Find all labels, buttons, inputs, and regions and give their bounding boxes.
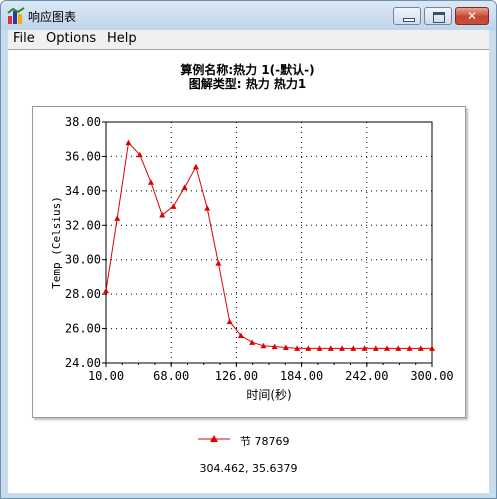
data-point [103, 287, 109, 294]
y-tick-label: 32.00 [65, 218, 101, 232]
data-point [350, 345, 357, 351]
data-point [215, 260, 222, 266]
data-point [316, 345, 323, 351]
data-point [384, 345, 391, 351]
chart-subtitle: 图解类型: 热力 热力1 [188, 77, 307, 91]
close-icon: ✕ [466, 9, 478, 23]
x-tick-label: 126.00 [215, 369, 258, 383]
data-point [406, 345, 413, 351]
close-button[interactable]: ✕ [455, 7, 489, 25]
chart-title: 算例名称:热力 1(-默认-) [180, 63, 315, 77]
maximize-icon [433, 12, 445, 23]
data-point [237, 332, 244, 338]
data-point [204, 205, 211, 211]
minimize-button[interactable] [393, 7, 421, 25]
data-point [114, 215, 121, 221]
x-tick-label: 242.00 [345, 369, 388, 383]
data-point [170, 203, 177, 209]
data-point [305, 345, 312, 351]
x-tick-label: 300.00 [410, 369, 453, 383]
y-tick-label: 34.00 [65, 184, 101, 198]
x-axis-label: 时间(秒) [246, 388, 291, 402]
y-tick-label: 30.00 [65, 253, 101, 267]
title-bar[interactable]: 响应图表 ✕ [1, 1, 496, 30]
x-tick-label: 68.00 [153, 369, 189, 383]
y-tick-label: 26.00 [65, 322, 101, 336]
data-point [260, 342, 267, 349]
data-point [282, 344, 289, 351]
plot-axes-box [105, 121, 433, 364]
maximize-button[interactable] [424, 7, 452, 25]
data-point [372, 345, 379, 351]
legend-marker [198, 435, 230, 442]
cursor-coordinates: 304.462, 35.6379 [199, 462, 298, 475]
menu-bar: File Options Help [8, 30, 489, 49]
data-point [339, 345, 346, 351]
legend-label: 节 78769 [240, 435, 290, 448]
menu-options[interactable]: Options [46, 31, 97, 46]
data-point [226, 318, 233, 325]
data-point [395, 345, 402, 351]
y-tick-label: 28.00 [65, 287, 101, 301]
data-point [147, 179, 154, 185]
data-point [271, 343, 278, 350]
plot-frame [32, 106, 466, 418]
menu-help[interactable]: Help [107, 31, 137, 46]
y-tick-label: 24.00 [65, 356, 101, 370]
data-point [294, 345, 301, 351]
menu-file[interactable]: File [13, 31, 35, 46]
y-axis-label: Temp (Celsius) [50, 196, 63, 289]
data-point [125, 139, 132, 146]
data-point [159, 211, 166, 218]
data-point [361, 345, 368, 351]
data-point [181, 184, 188, 190]
minimize-icon [403, 18, 415, 22]
y-tick-label: 38.00 [65, 115, 101, 129]
data-point [249, 339, 256, 345]
series-line [105, 141, 432, 349]
data-point [429, 345, 435, 351]
data-point [136, 151, 143, 158]
x-tick-label: 10.00 [88, 369, 124, 383]
x-tick-label: 184.00 [280, 369, 323, 383]
app-chart-icon [7, 7, 25, 24]
data-point [327, 345, 334, 351]
y-tick-label: 36.00 [65, 149, 101, 163]
data-point [192, 163, 199, 170]
window-title: 响应图表 [28, 10, 77, 24]
data-point [417, 345, 424, 351]
